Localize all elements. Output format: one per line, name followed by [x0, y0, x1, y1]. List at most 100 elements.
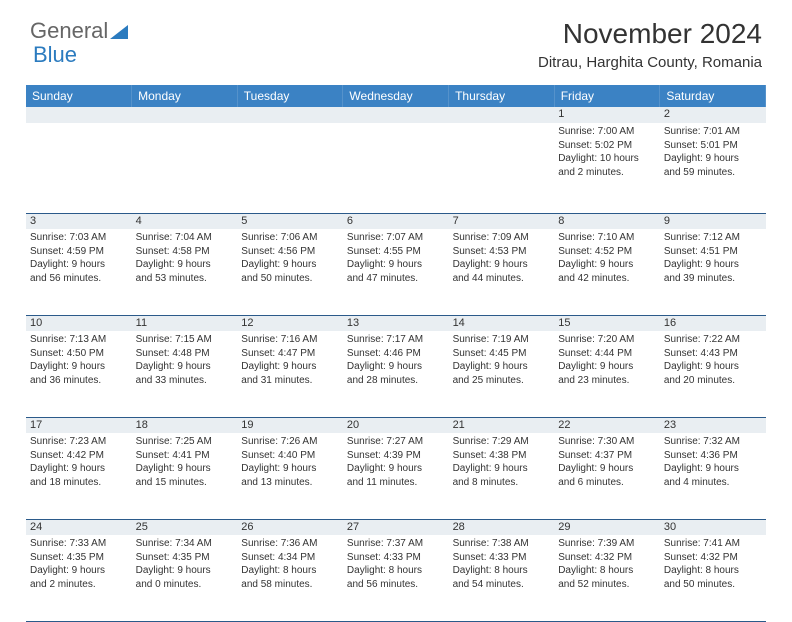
day-cell: Sunrise: 7:36 AMSunset: 4:34 PMDaylight:… [237, 535, 343, 621]
week-row: Sunrise: 7:23 AMSunset: 4:42 PMDaylight:… [26, 433, 766, 519]
day-content: Sunrise: 7:06 AMSunset: 4:56 PMDaylight:… [237, 229, 343, 289]
day-content: Sunrise: 7:25 AMSunset: 4:41 PMDaylight:… [132, 433, 238, 493]
day-content: Sunrise: 7:26 AMSunset: 4:40 PMDaylight:… [237, 433, 343, 493]
day-number-cell: 14 [449, 315, 555, 331]
day-cell: Sunrise: 7:20 AMSunset: 4:44 PMDaylight:… [554, 331, 660, 417]
day-number-cell: 26 [237, 519, 343, 535]
day-number-cell: 11 [132, 315, 238, 331]
day-cell [26, 123, 132, 213]
day-content: Sunrise: 7:13 AMSunset: 4:50 PMDaylight:… [26, 331, 132, 391]
day-number-cell: 18 [132, 417, 238, 433]
day-number-cell: 30 [660, 519, 766, 535]
day-cell: Sunrise: 7:00 AMSunset: 5:02 PMDaylight:… [554, 123, 660, 213]
day-cell [449, 123, 555, 213]
day-number-cell: 7 [449, 213, 555, 229]
logo: General [30, 18, 128, 44]
logo-triangle-icon [110, 23, 128, 39]
weekday-header: Thursday [449, 85, 555, 107]
day-number-cell: 15 [554, 315, 660, 331]
day-number-cell: 22 [554, 417, 660, 433]
day-cell: Sunrise: 7:10 AMSunset: 4:52 PMDaylight:… [554, 229, 660, 315]
day-number-cell: 3 [26, 213, 132, 229]
week-row: Sunrise: 7:00 AMSunset: 5:02 PMDaylight:… [26, 123, 766, 213]
daynum-row: 17181920212223 [26, 417, 766, 433]
weekday-header: Monday [132, 85, 238, 107]
day-cell [343, 123, 449, 213]
daynum-row: 3456789 [26, 213, 766, 229]
day-content: Sunrise: 7:41 AMSunset: 4:32 PMDaylight:… [660, 535, 766, 595]
day-content: Sunrise: 7:30 AMSunset: 4:37 PMDaylight:… [554, 433, 660, 493]
day-cell: Sunrise: 7:33 AMSunset: 4:35 PMDaylight:… [26, 535, 132, 621]
day-cell: Sunrise: 7:15 AMSunset: 4:48 PMDaylight:… [132, 331, 238, 417]
day-cell: Sunrise: 7:37 AMSunset: 4:33 PMDaylight:… [343, 535, 449, 621]
day-content: Sunrise: 7:22 AMSunset: 4:43 PMDaylight:… [660, 331, 766, 391]
day-content: Sunrise: 7:37 AMSunset: 4:33 PMDaylight:… [343, 535, 449, 595]
day-content: Sunrise: 7:36 AMSunset: 4:34 PMDaylight:… [237, 535, 343, 595]
calendar-body: 12Sunrise: 7:00 AMSunset: 5:02 PMDayligh… [26, 107, 766, 621]
day-cell: Sunrise: 7:23 AMSunset: 4:42 PMDaylight:… [26, 433, 132, 519]
day-content: Sunrise: 7:04 AMSunset: 4:58 PMDaylight:… [132, 229, 238, 289]
day-cell: Sunrise: 7:34 AMSunset: 4:35 PMDaylight:… [132, 535, 238, 621]
day-content: Sunrise: 7:09 AMSunset: 4:53 PMDaylight:… [449, 229, 555, 289]
day-content: Sunrise: 7:39 AMSunset: 4:32 PMDaylight:… [554, 535, 660, 595]
day-number-cell [449, 107, 555, 123]
day-number-cell: 20 [343, 417, 449, 433]
weekday-header: Saturday [660, 85, 766, 107]
location: Ditrau, Harghita County, Romania [538, 54, 762, 71]
week-row: Sunrise: 7:03 AMSunset: 4:59 PMDaylight:… [26, 229, 766, 315]
day-content: Sunrise: 7:38 AMSunset: 4:33 PMDaylight:… [449, 535, 555, 595]
day-content: Sunrise: 7:29 AMSunset: 4:38 PMDaylight:… [449, 433, 555, 493]
day-number-cell: 1 [554, 107, 660, 123]
header: General November 2024 Ditrau, Harghita C… [0, 0, 792, 79]
day-cell: Sunrise: 7:16 AMSunset: 4:47 PMDaylight:… [237, 331, 343, 417]
day-content: Sunrise: 7:03 AMSunset: 4:59 PMDaylight:… [26, 229, 132, 289]
day-cell: Sunrise: 7:29 AMSunset: 4:38 PMDaylight:… [449, 433, 555, 519]
day-cell: Sunrise: 7:17 AMSunset: 4:46 PMDaylight:… [343, 331, 449, 417]
calendar-table: SundayMondayTuesdayWednesdayThursdayFrid… [26, 85, 766, 622]
day-number-cell: 19 [237, 417, 343, 433]
day-cell: Sunrise: 7:01 AMSunset: 5:01 PMDaylight:… [660, 123, 766, 213]
day-cell: Sunrise: 7:30 AMSunset: 4:37 PMDaylight:… [554, 433, 660, 519]
day-number-cell [132, 107, 238, 123]
day-number-cell: 21 [449, 417, 555, 433]
day-number-cell: 24 [26, 519, 132, 535]
day-number-cell: 25 [132, 519, 238, 535]
weekday-header: Friday [554, 85, 660, 107]
weekday-header: Wednesday [343, 85, 449, 107]
day-cell: Sunrise: 7:03 AMSunset: 4:59 PMDaylight:… [26, 229, 132, 315]
daynum-row: 24252627282930 [26, 519, 766, 535]
weekday-header-row: SundayMondayTuesdayWednesdayThursdayFrid… [26, 85, 766, 107]
day-content: Sunrise: 7:20 AMSunset: 4:44 PMDaylight:… [554, 331, 660, 391]
day-cell [237, 123, 343, 213]
day-content: Sunrise: 7:33 AMSunset: 4:35 PMDaylight:… [26, 535, 132, 595]
day-cell: Sunrise: 7:13 AMSunset: 4:50 PMDaylight:… [26, 331, 132, 417]
daynum-row: 12 [26, 107, 766, 123]
day-number-cell: 5 [237, 213, 343, 229]
day-number-cell: 2 [660, 107, 766, 123]
day-cell: Sunrise: 7:12 AMSunset: 4:51 PMDaylight:… [660, 229, 766, 315]
day-content: Sunrise: 7:01 AMSunset: 5:01 PMDaylight:… [660, 123, 766, 183]
daynum-row: 10111213141516 [26, 315, 766, 331]
day-number-cell: 16 [660, 315, 766, 331]
day-content: Sunrise: 7:07 AMSunset: 4:55 PMDaylight:… [343, 229, 449, 289]
day-number-cell [343, 107, 449, 123]
day-number-cell [26, 107, 132, 123]
logo-text-2: Blue [33, 42, 77, 68]
day-number-cell: 29 [554, 519, 660, 535]
logo-text-1: General [30, 18, 108, 44]
weekday-header: Tuesday [237, 85, 343, 107]
day-number-cell [237, 107, 343, 123]
day-cell: Sunrise: 7:26 AMSunset: 4:40 PMDaylight:… [237, 433, 343, 519]
day-number-cell: 4 [132, 213, 238, 229]
day-content: Sunrise: 7:16 AMSunset: 4:47 PMDaylight:… [237, 331, 343, 391]
day-cell: Sunrise: 7:06 AMSunset: 4:56 PMDaylight:… [237, 229, 343, 315]
day-cell: Sunrise: 7:07 AMSunset: 4:55 PMDaylight:… [343, 229, 449, 315]
day-content: Sunrise: 7:15 AMSunset: 4:48 PMDaylight:… [132, 331, 238, 391]
day-content: Sunrise: 7:34 AMSunset: 4:35 PMDaylight:… [132, 535, 238, 595]
day-content: Sunrise: 7:17 AMSunset: 4:46 PMDaylight:… [343, 331, 449, 391]
week-row: Sunrise: 7:33 AMSunset: 4:35 PMDaylight:… [26, 535, 766, 621]
day-number-cell: 10 [26, 315, 132, 331]
day-content: Sunrise: 7:10 AMSunset: 4:52 PMDaylight:… [554, 229, 660, 289]
weekday-header: Sunday [26, 85, 132, 107]
day-cell: Sunrise: 7:25 AMSunset: 4:41 PMDaylight:… [132, 433, 238, 519]
